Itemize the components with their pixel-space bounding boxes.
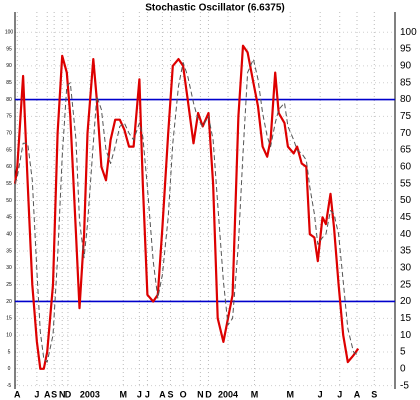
y-tick-label-left: 20 <box>6 299 12 305</box>
x-tick-label: N <box>197 389 204 399</box>
y-tick-label-left: 80 <box>6 97 12 103</box>
y-tick-label: 25 <box>400 279 412 290</box>
x-tick-label: A <box>354 389 361 399</box>
y-tick-label: 50 <box>400 195 412 206</box>
y-tick-label: 40 <box>400 229 412 240</box>
x-tick-label: M <box>286 389 294 399</box>
y-tick-label-left: 0 <box>8 366 11 372</box>
y-tick-label: 30 <box>400 262 412 273</box>
y-tick-label: 60 <box>400 161 412 172</box>
y-tick-label-left: 60 <box>6 164 12 170</box>
y-tick-label-left: 5 <box>8 349 11 355</box>
x-tick-label: A <box>159 389 166 399</box>
x-tick-label: D <box>65 389 72 399</box>
y-tick-label-left: 85 <box>6 80 12 86</box>
y-tick-label-left: 55 <box>6 181 12 187</box>
y-tick-label-left: 75 <box>6 114 12 120</box>
x-tick-label: S <box>167 389 173 399</box>
chart-title: Stochastic Oscillator (6.6375) <box>145 3 285 14</box>
y-tick-label: -5 <box>400 380 409 391</box>
y-tick-label: 10 <box>400 330 412 341</box>
x-tick-label: J <box>137 389 142 399</box>
x-tick-label: J <box>34 389 39 399</box>
y-tick-label-left: 10 <box>6 332 12 338</box>
y-tick-label: 100 <box>400 27 417 38</box>
y-tick-label: 0 <box>400 363 406 374</box>
x-tick-label: S <box>51 389 57 399</box>
y-tick-label: 20 <box>400 296 412 307</box>
series-line <box>13 44 360 370</box>
y-tick-label: 65 <box>400 145 412 156</box>
x-tick-label: J <box>318 389 323 399</box>
y-tick-label-left: 25 <box>6 282 12 288</box>
y-tick-label-left: 50 <box>6 198 12 204</box>
y-tick-label: 5 <box>400 347 406 358</box>
y-tick-label-left: 40 <box>6 231 12 237</box>
x-tick-label: M <box>119 389 127 399</box>
x-tick-label: 2003 <box>80 389 100 399</box>
y-tick-label: 35 <box>400 246 412 257</box>
y-tick-label-left: 15 <box>6 316 12 322</box>
y-tick-label-left: 30 <box>6 265 12 271</box>
y-tick-label: 80 <box>400 94 412 105</box>
y-tick-label-left: 45 <box>6 215 12 221</box>
y-tick-label-left: 90 <box>6 63 12 69</box>
x-tick-label: A <box>14 389 21 399</box>
x-tick-label: A <box>44 389 51 399</box>
y-tick-label: 85 <box>400 77 412 88</box>
y-tick-label: 75 <box>400 111 412 122</box>
y-tick-label: 95 <box>400 44 412 55</box>
x-tick-label: 2004 <box>218 389 238 399</box>
x-tick-label: J <box>337 389 342 399</box>
x-tick-label: N <box>59 389 66 399</box>
x-tick-label: D <box>205 389 212 399</box>
y-tick-label-left: 100 <box>5 30 14 36</box>
x-tick-label: M <box>251 389 259 399</box>
y-tick-label-left: 65 <box>6 147 12 153</box>
y-tick-label-left: -5 <box>7 383 12 389</box>
y-tick-label-left: 70 <box>6 131 12 137</box>
y-tick-label: 45 <box>400 212 412 223</box>
y-tick-label-left: 95 <box>6 46 12 52</box>
y-tick-label: 90 <box>400 60 412 71</box>
series-line <box>14 58 359 363</box>
x-tick-label: J <box>145 389 150 399</box>
y-tick-label-left: 35 <box>6 248 12 254</box>
y-tick-label: 15 <box>400 313 412 324</box>
x-tick-label: S <box>371 389 377 399</box>
y-tick-label: 70 <box>400 128 412 139</box>
y-tick-label: 55 <box>400 178 412 189</box>
x-tick-label: O <box>180 389 187 399</box>
